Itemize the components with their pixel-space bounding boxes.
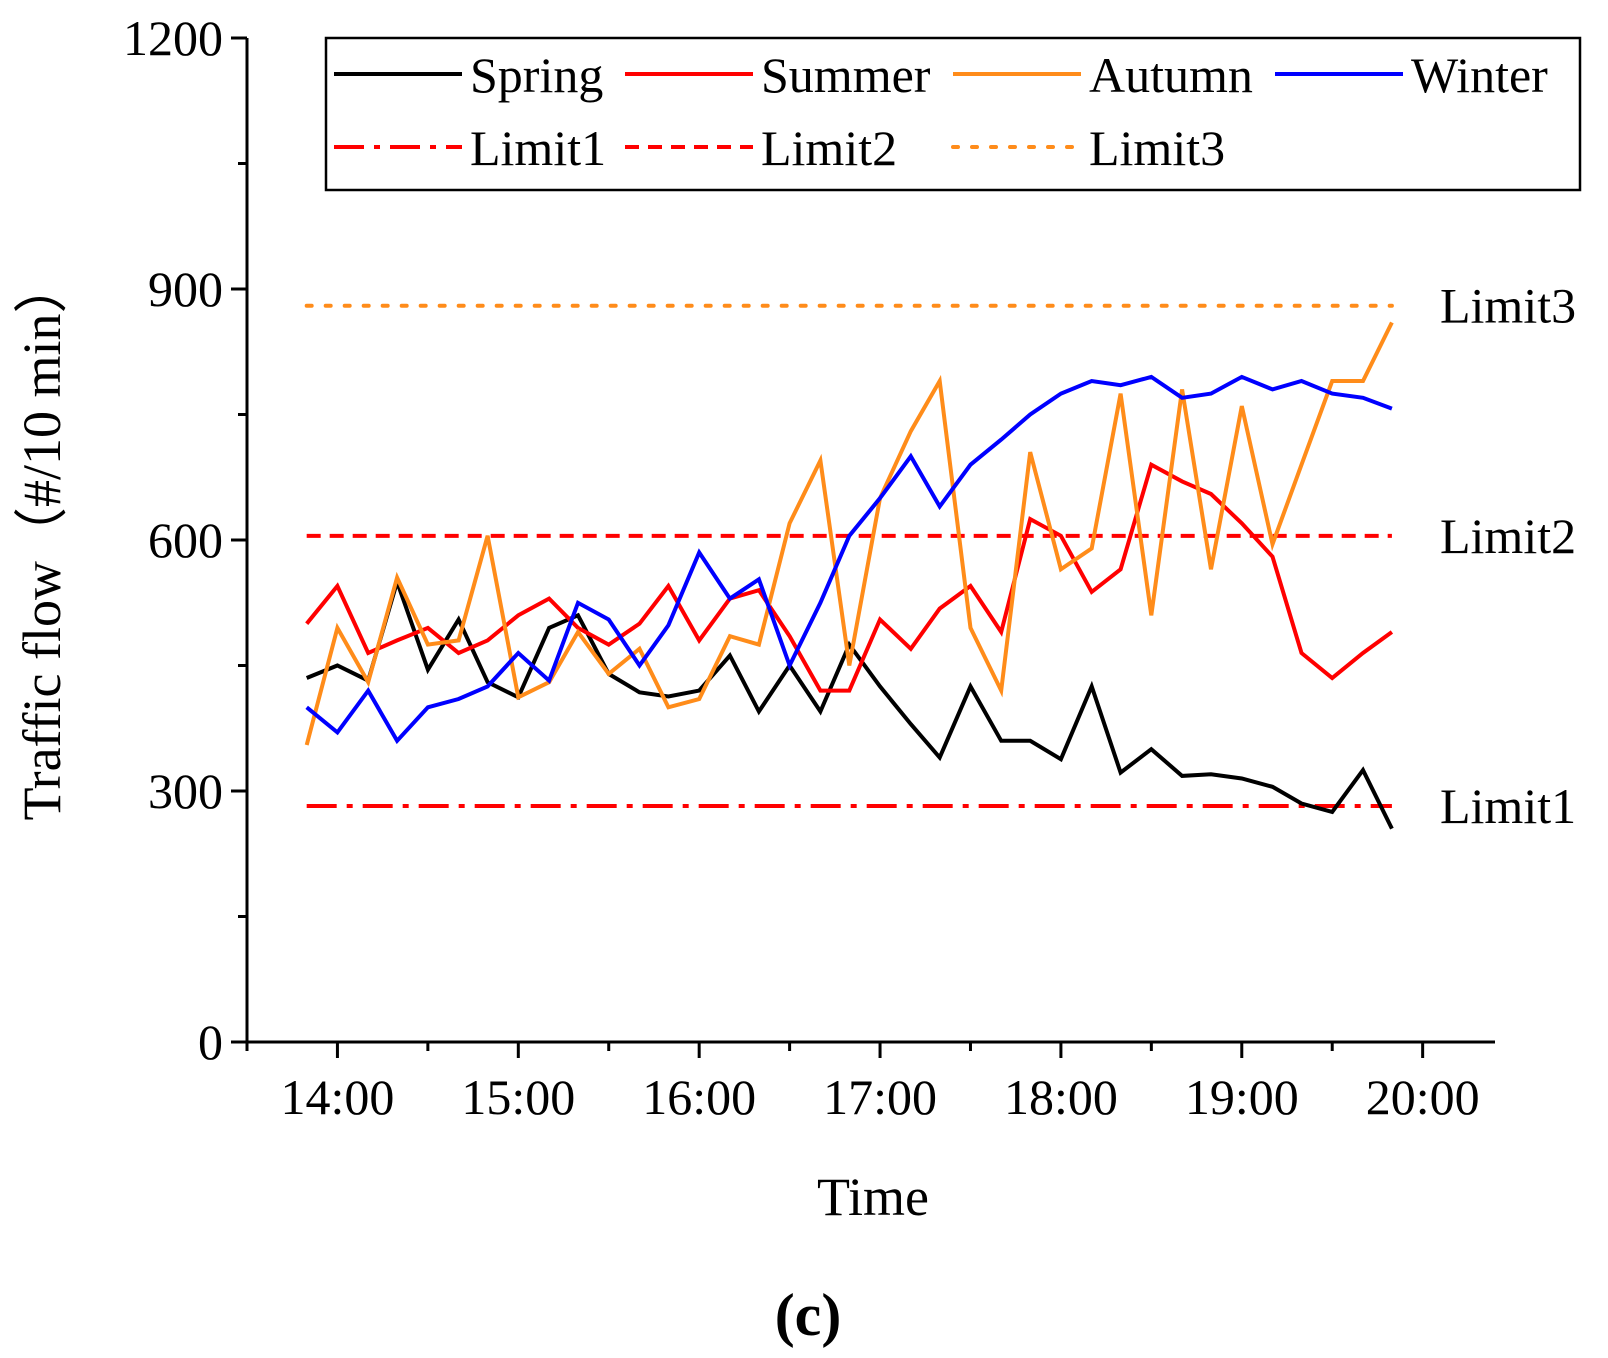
y-tick-label: 900 (148, 261, 223, 317)
legend-box (324, 36, 1582, 192)
x-tick-label: 19:00 (1185, 1069, 1299, 1125)
y-tick-label: 1200 (123, 10, 223, 66)
legend-label-summer: Summer (761, 47, 931, 103)
legend-label-autumn: Autumn (1089, 47, 1253, 103)
y-tick-label: 0 (198, 1014, 223, 1070)
x-ticks: 14:00 15:00 16:00 17:00 18:00 19:00 20:00 (245, 1042, 1480, 1125)
series-line-summer (305, 461, 1394, 693)
legend-label-spring: Spring (470, 47, 603, 103)
series-line-spring (305, 575, 1394, 830)
x-tick-label: 20:00 (1366, 1069, 1480, 1125)
x-tick-label: 16:00 (642, 1069, 756, 1125)
y-tick-label: 300 (148, 763, 223, 819)
series-line-autumn (304, 321, 1394, 746)
limit-label-limit3: Limit3 (1440, 278, 1576, 334)
legend: Spring Summer Autumn Winter Limit1 Limit2 Limi… (324, 36, 1582, 192)
legend-label-limit2: Limit2 (761, 120, 897, 176)
legend-label-limit3: Limit3 (1089, 120, 1225, 176)
x-tick-label: 18:00 (1004, 1069, 1118, 1125)
figure-caption: (c) (775, 1282, 842, 1348)
x-tick-label: 17:00 (823, 1069, 937, 1125)
limit-label-limit2: Limit2 (1440, 508, 1576, 564)
limit-label-limit1: Limit1 (1440, 778, 1576, 834)
x-axis-title: Time (817, 1167, 929, 1227)
y-axis-title: Traffic flow（#/10 min） (12, 260, 72, 821)
legend-label-limit1: Limit1 (470, 120, 606, 176)
x-tick-label: 15:00 (461, 1069, 575, 1125)
y-tick-label: 600 (148, 512, 223, 568)
series-lines (304, 321, 1394, 830)
legend-label-winter: Winter (1411, 47, 1548, 103)
y-ticks: 0 300 600 900 1200 (123, 10, 247, 1070)
series-line-winter (305, 374, 1393, 745)
x-tick-label: 14:00 (280, 1069, 394, 1125)
